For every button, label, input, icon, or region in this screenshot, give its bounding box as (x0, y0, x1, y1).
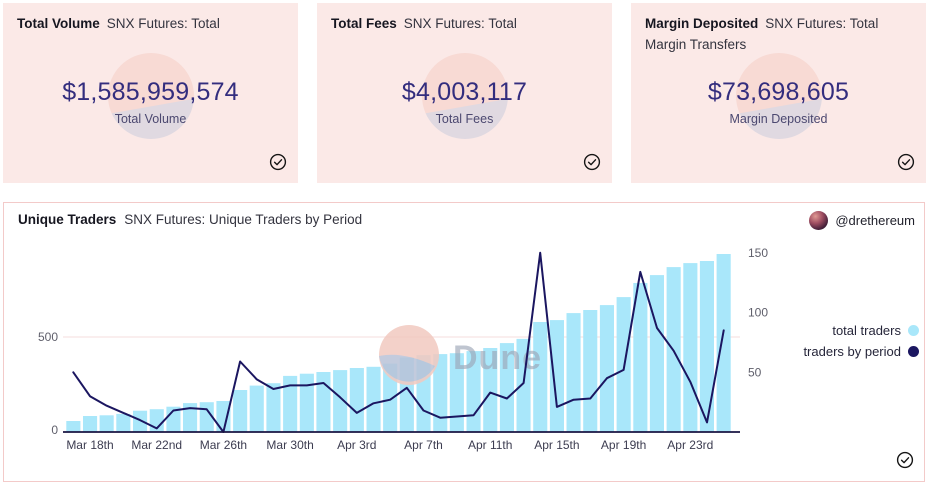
stat-value-label: Total Volume (114, 111, 187, 126)
card-header: Total Fees SNX Futures: Total (317, 3, 612, 35)
card-subtitle[interactable]: SNX Futures: Total (106, 16, 220, 31)
svg-text:500: 500 (38, 330, 58, 344)
stat-value-label: Total Fees (435, 111, 494, 126)
check-circle-icon[interactable] (897, 153, 915, 171)
legend-item-total-traders[interactable]: total traders (832, 323, 919, 338)
svg-text:0: 0 (51, 423, 58, 437)
svg-text:Apr 7th: Apr 7th (404, 438, 443, 452)
check-circle-icon[interactable] (269, 153, 287, 171)
dune-logo-watermark (735, 53, 822, 139)
card-title[interactable]: Margin Deposited (645, 16, 759, 31)
svg-text:Apr 23rd: Apr 23rd (667, 438, 713, 452)
chart-legend: total traders traders by period (803, 323, 919, 359)
unique-traders-chart-panel: Dune 0 500 50 100 150 Mar 18th Mar 22nd Mar 26th… (3, 202, 925, 482)
card-title[interactable]: Total Volume (17, 16, 100, 31)
svg-text:Apr 15th: Apr 15th (534, 438, 579, 452)
stat-cards-row: Total Volume SNX Futures: Total $1,585,95… (3, 3, 926, 183)
dune-logo-watermark (107, 53, 194, 139)
chart-subtitle[interactable]: SNX Futures: Unique Traders by Period (124, 212, 363, 227)
svg-text:Mar 30th: Mar 30th (266, 438, 313, 452)
stat-value-label: Margin Deposited (729, 111, 828, 126)
author-chip[interactable]: @drethereum (809, 211, 915, 230)
chart-header: Unique Traders SNX Futures: Unique Trader… (18, 212, 362, 227)
check-circle-icon[interactable] (583, 153, 601, 171)
card-title[interactable]: Total Fees (331, 16, 397, 31)
svg-text:50: 50 (748, 365, 762, 379)
svg-text:Apr 11th: Apr 11th (468, 438, 512, 452)
legend-item-traders-by-period[interactable]: traders by period (803, 344, 919, 359)
card-subtitle[interactable]: SNX Futures: Total (403, 16, 517, 31)
svg-text:Mar 22nd: Mar 22nd (131, 438, 182, 452)
stat-value: $73,698,605 (707, 78, 850, 106)
stat-value: $4,003,117 (401, 78, 528, 106)
card-header: Margin Deposited SNX Futures: Total Margi… (631, 3, 926, 56)
author-avatar[interactable] (809, 211, 829, 230)
stat-card-total-fees: Total Fees SNX Futures: Total $4,003,117 … (317, 3, 612, 183)
stat-card-margin-deposited: Margin Deposited SNX Futures: Total Margi… (631, 3, 926, 183)
stat-value: $1,585,959,574 (62, 78, 239, 106)
chart-title[interactable]: Unique Traders (18, 212, 117, 227)
card-subtitle[interactable]: SNX Futures: Total Margin Transfers (645, 16, 879, 52)
svg-text:100: 100 (748, 306, 768, 320)
check-circle-icon[interactable] (896, 451, 914, 469)
svg-text:Mar 18th: Mar 18th (66, 438, 113, 452)
svg-text:Mar 26th: Mar 26th (200, 438, 247, 452)
dune-logo-watermark (421, 53, 508, 139)
svg-text:150: 150 (748, 246, 768, 260)
legend-dot-line-series (908, 346, 919, 357)
stat-card-total-volume: Total Volume SNX Futures: Total $1,585,95… (3, 3, 298, 183)
legend-label: total traders (832, 323, 901, 338)
svg-text:Apr 3rd: Apr 3rd (337, 438, 376, 452)
author-handle[interactable]: @drethereum (835, 213, 915, 228)
legend-dot-bar-series (908, 325, 919, 336)
legend-label: traders by period (803, 344, 901, 359)
card-header: Total Volume SNX Futures: Total (3, 3, 298, 35)
svg-text:Apr 19th: Apr 19th (601, 438, 646, 452)
